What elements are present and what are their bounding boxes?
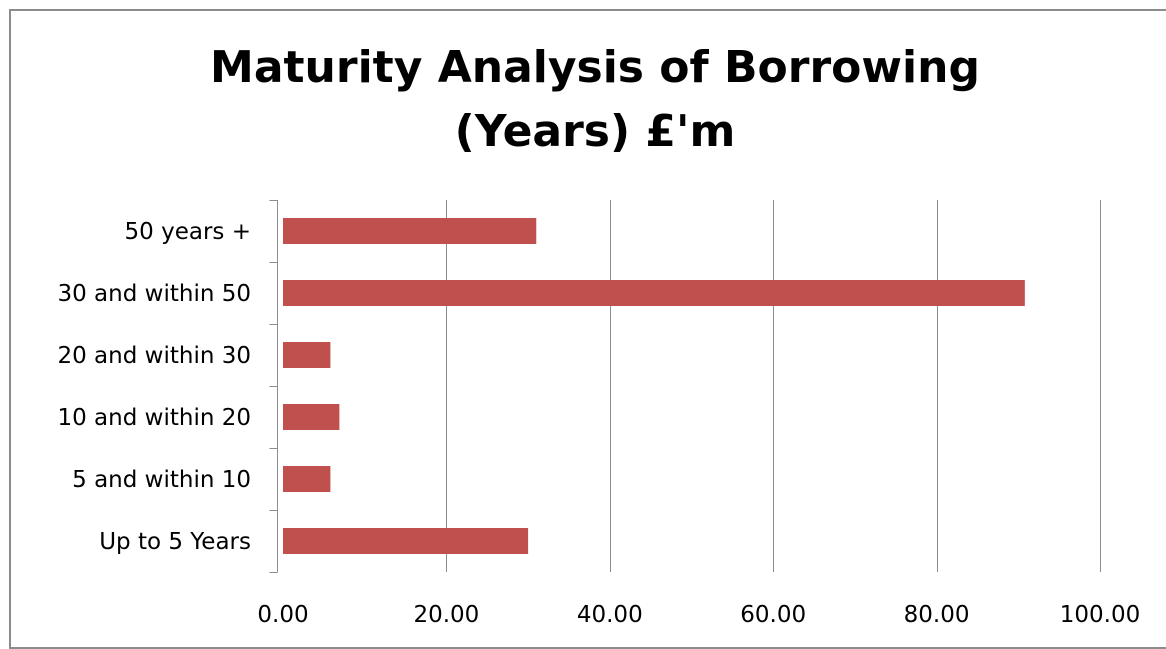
x-tick-label: 100.00 (1060, 602, 1140, 628)
chart-frame (9, 9, 1166, 649)
gridlines (446, 200, 1101, 572)
category-label: 5 and within 10 (72, 467, 251, 493)
bar (283, 528, 529, 554)
bar (283, 218, 537, 244)
bar (283, 280, 1025, 306)
axes (269, 200, 278, 573)
x-tick-label: 80.00 (904, 602, 970, 628)
bar (283, 466, 331, 492)
x-tick-label: 40.00 (577, 602, 643, 628)
category-label: 20 and within 30 (57, 343, 251, 369)
bar (283, 404, 340, 430)
labels: 50 years + 30 and within 50 20 and within … (57, 219, 1140, 628)
bar (283, 342, 331, 368)
category-label: 10 and within 20 (57, 405, 251, 431)
chart-title: Maturity Analysis of Borrowing (Years) £… (210, 42, 980, 157)
x-tick-label: 0.00 (257, 602, 308, 628)
bars (283, 218, 1025, 554)
x-tick-label: 60.00 (740, 602, 806, 628)
x-tick-label: 20.00 (413, 602, 479, 628)
category-label: 30 and within 50 (57, 281, 251, 307)
category-label: Up to 5 Years (99, 529, 251, 555)
category-label: 50 years + (125, 219, 251, 245)
